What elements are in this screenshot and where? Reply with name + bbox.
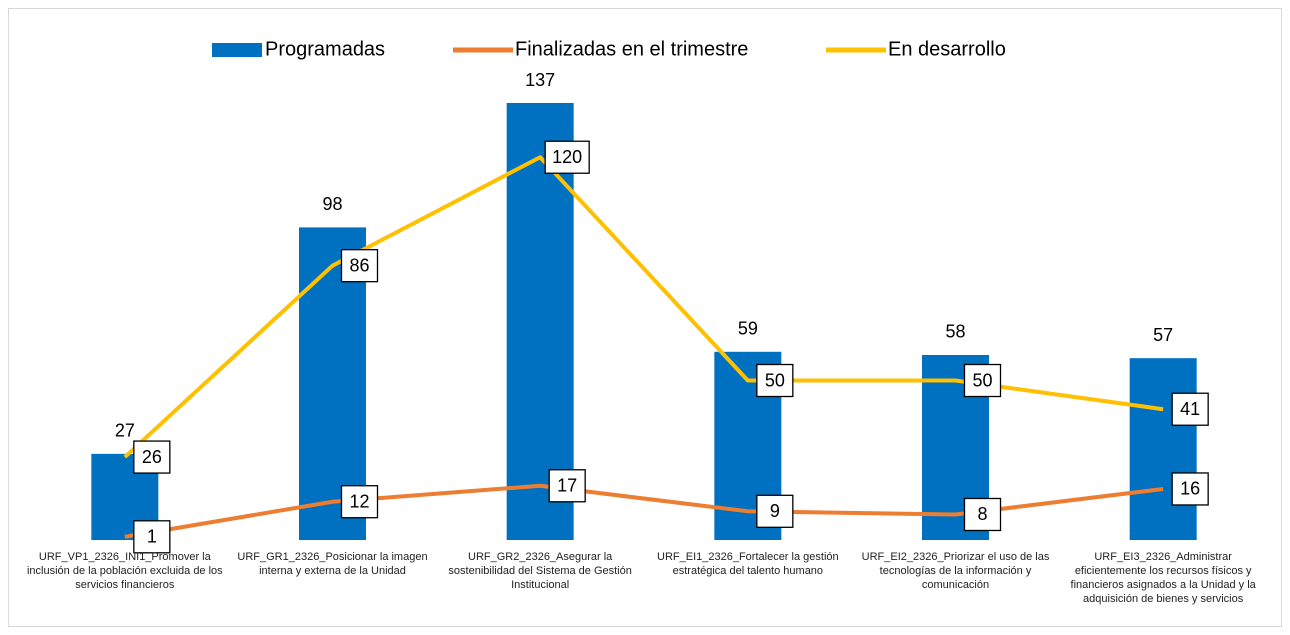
x-tick-label: URF_EI2_2326_Priorizar el uso de las tec… [861,551,1050,591]
legend-label: Programadas [265,38,385,60]
bar-label: 98 [322,194,342,214]
data-label-box [963,497,1002,532]
bar-label: 137 [525,70,555,90]
bar-label: 58 [945,322,965,342]
data-label-box [548,469,586,503]
data-label-box [1171,472,1209,506]
data-label-box [963,363,1002,398]
bar-label: 57 [1153,325,1173,345]
data-label: 50 [765,370,785,390]
data-label-box [340,485,379,519]
data-label: 41 [1180,399,1200,419]
x-tick-label: URF_VP1_2326_INI1_Promover la inclusión … [26,551,223,591]
data-label-box [340,249,379,283]
x-tick-label: URF_EI3_2326_Administrar eficientemente … [1070,551,1256,605]
data-label: 26 [142,447,162,467]
data-label-box [133,520,171,554]
data-label: 120 [552,147,582,167]
data-label-box [756,494,794,528]
x-tick-label: URF_GR1_2326_Posicionar la imagen intern… [237,551,428,577]
data-label-box [756,363,794,398]
data-label: 1 [147,527,157,547]
bar [1129,358,1197,540]
data-label: 12 [349,491,369,511]
data-label: 17 [557,476,577,496]
legend-swatch [212,43,262,57]
bar-label: 27 [115,421,135,441]
data-label-box [544,140,590,174]
data-label: 16 [1180,479,1200,499]
data-label: 8 [977,504,987,524]
legend-label: Finalizadas en el trimestre [515,38,748,60]
legend-label: En desarrollo [888,38,1006,60]
data-label: 86 [349,255,369,275]
data-label: 50 [972,370,992,390]
bar-label: 59 [738,319,758,339]
chart-border [8,8,1282,627]
data-label-box [133,440,171,474]
data-label-box [1171,392,1209,426]
x-tick-label: URF_GR2_2326_Asegurar la sostenibilidad … [448,551,632,591]
x-tick-label: URF_EI1_2326_Fortalecer la gestión estra… [657,551,839,577]
bar [506,103,574,540]
data-label: 9 [770,501,780,521]
